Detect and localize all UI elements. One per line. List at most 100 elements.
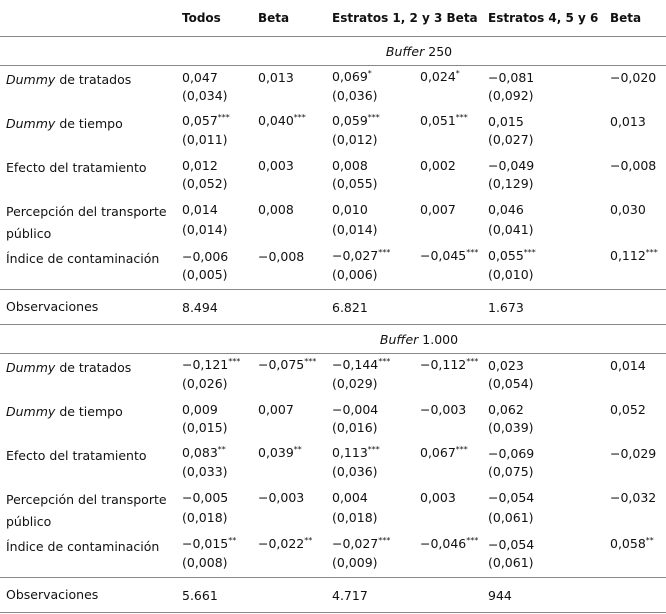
coefficient: 0,052 (610, 401, 646, 417)
coef-row: Efecto del tratamiento 0,012 0,003 0,008 0,0… (0, 154, 666, 176)
coefficient: −0,049 (488, 157, 535, 173)
se-row: (0,052) (0,055) (0,129) (0, 176, 666, 198)
significance: *** (455, 445, 468, 455)
observations-value: 4.717 (332, 587, 368, 603)
coefficient: 0,030 (610, 202, 646, 218)
se-cell: (0,039) (478, 420, 600, 442)
coefficient: −0,006 (182, 248, 229, 264)
coefficient: −0,029 (610, 445, 657, 461)
coef-cell: 0,007 (410, 198, 478, 222)
row-label-cell: Dummy de tratados (0, 66, 172, 111)
row-label-cell: Percepción del transporte público (0, 198, 172, 245)
coef-cell: −0,144*** (322, 354, 410, 377)
coef-cell: 0,069* (322, 66, 410, 89)
coef-cell: 0,024* (410, 66, 478, 89)
coef-cell: 0,058** (600, 533, 666, 555)
observations-cell: 5.661 (172, 577, 248, 613)
column-header: Estratos 1, 2 y 3 Beta (332, 11, 478, 25)
coefficient: −0,003 (420, 401, 467, 417)
coefficient: 0,059 (332, 113, 368, 129)
se-cell: (0,075) (478, 464, 600, 486)
se-cell: (0,027) (478, 132, 600, 154)
coef-cell: 0,112*** (600, 245, 666, 267)
standard-error: (0,033) (182, 464, 228, 479)
coef-cell: 0,003 (248, 154, 322, 176)
row-label: Efecto del tratamiento (6, 160, 147, 175)
se-cell (600, 555, 666, 578)
observations-row: Observaciones 5.661 4.717 944 (0, 577, 666, 613)
coefficient: 0,015 (488, 113, 524, 129)
standard-error: (0,010) (488, 267, 534, 282)
significance: *** (466, 536, 479, 546)
coefficient: 0,012 (182, 157, 218, 173)
se-cell (600, 176, 666, 198)
standard-error: (0,036) (332, 464, 378, 479)
se-row: (0,014) (0,014) (0,041) (0, 222, 666, 246)
coef-cell: −0,006 (172, 245, 248, 267)
significance: *** (228, 357, 241, 367)
standard-error: (0,016) (332, 420, 378, 435)
coef-cell: −0,008 (248, 245, 322, 267)
se-cell (410, 132, 478, 154)
coefficient: −0,032 (610, 490, 657, 506)
coef-cell: 0,052 (600, 398, 666, 420)
se-cell (248, 464, 322, 486)
coef-cell: −0,075*** (248, 354, 322, 377)
coefficient: 0,007 (258, 401, 294, 417)
significance: * (455, 69, 460, 79)
observations-cell (600, 289, 666, 325)
coefficient: 0,051 (420, 113, 456, 129)
coefficient: −0,015 (182, 536, 229, 552)
observations-row: Observaciones 8.494 6.821 1.673 (0, 289, 666, 325)
coef-cell: −0,015** (172, 533, 248, 555)
se-cell (410, 510, 478, 534)
se-row: (0,034) (0,036) (0,092) (0, 88, 666, 110)
standard-error: (0,018) (182, 509, 228, 525)
coef-cell: 0,113*** (322, 442, 410, 464)
coef-cell: −0,005 (172, 486, 248, 510)
row-label-cell: Dummy de tiempo (0, 110, 172, 154)
coef-cell: 0,059*** (322, 110, 410, 132)
coefficient: −0,054 (488, 490, 535, 506)
observations-value: 5.661 (182, 587, 218, 603)
standard-error: (0,055) (332, 176, 378, 191)
observations-value: 6.821 (332, 299, 368, 315)
coef-cell: 0,030 (600, 198, 666, 222)
significance: ** (217, 445, 226, 455)
label-italic: Dummy (6, 116, 56, 131)
coef-cell: 0,008 (322, 154, 410, 176)
coef-cell: −0,081 (478, 66, 600, 89)
coef-cell: 0,067*** (410, 442, 478, 464)
coefficient: −0,004 (332, 401, 379, 417)
coef-cell: 0,051*** (410, 110, 478, 132)
se-cell: (0,061) (478, 510, 600, 534)
section-title-italic: Buffer (385, 43, 425, 59)
observations-cell: 1.673 (478, 289, 600, 325)
significance: ** (645, 536, 654, 546)
coefficient: −0,054 (488, 536, 535, 552)
coefficient: −0,005 (182, 490, 229, 506)
se-cell (248, 222, 322, 246)
observations-cell (410, 289, 478, 325)
coefficient: 0,057 (182, 113, 218, 129)
se-row: (0,008) (0,009) (0,061) (0, 555, 666, 578)
coefficient: 0,069 (332, 69, 368, 85)
coefficient: −0,045 (420, 248, 467, 264)
significance: * (367, 69, 372, 79)
significance: ** (228, 536, 237, 546)
coefficient: 0,010 (332, 202, 368, 218)
coef-row: Dummy de tratados −0,121*** −0,075*** −0,144… (0, 354, 666, 377)
row-label-cell: Dummy de tratados (0, 354, 172, 399)
row-label-cell: Índice de contaminación (0, 245, 172, 290)
coef-cell: 0,012 (172, 154, 248, 176)
coefficient: 0,113 (332, 445, 368, 461)
coefficient: −0,121 (182, 357, 229, 373)
observations-cell (248, 577, 322, 613)
se-cell: (0,009) (322, 555, 410, 578)
se-cell: (0,092) (478, 88, 600, 110)
section-title: Buffer 250 (172, 36, 666, 66)
significance: *** (293, 113, 306, 123)
coefficient: −0,022 (258, 536, 305, 552)
